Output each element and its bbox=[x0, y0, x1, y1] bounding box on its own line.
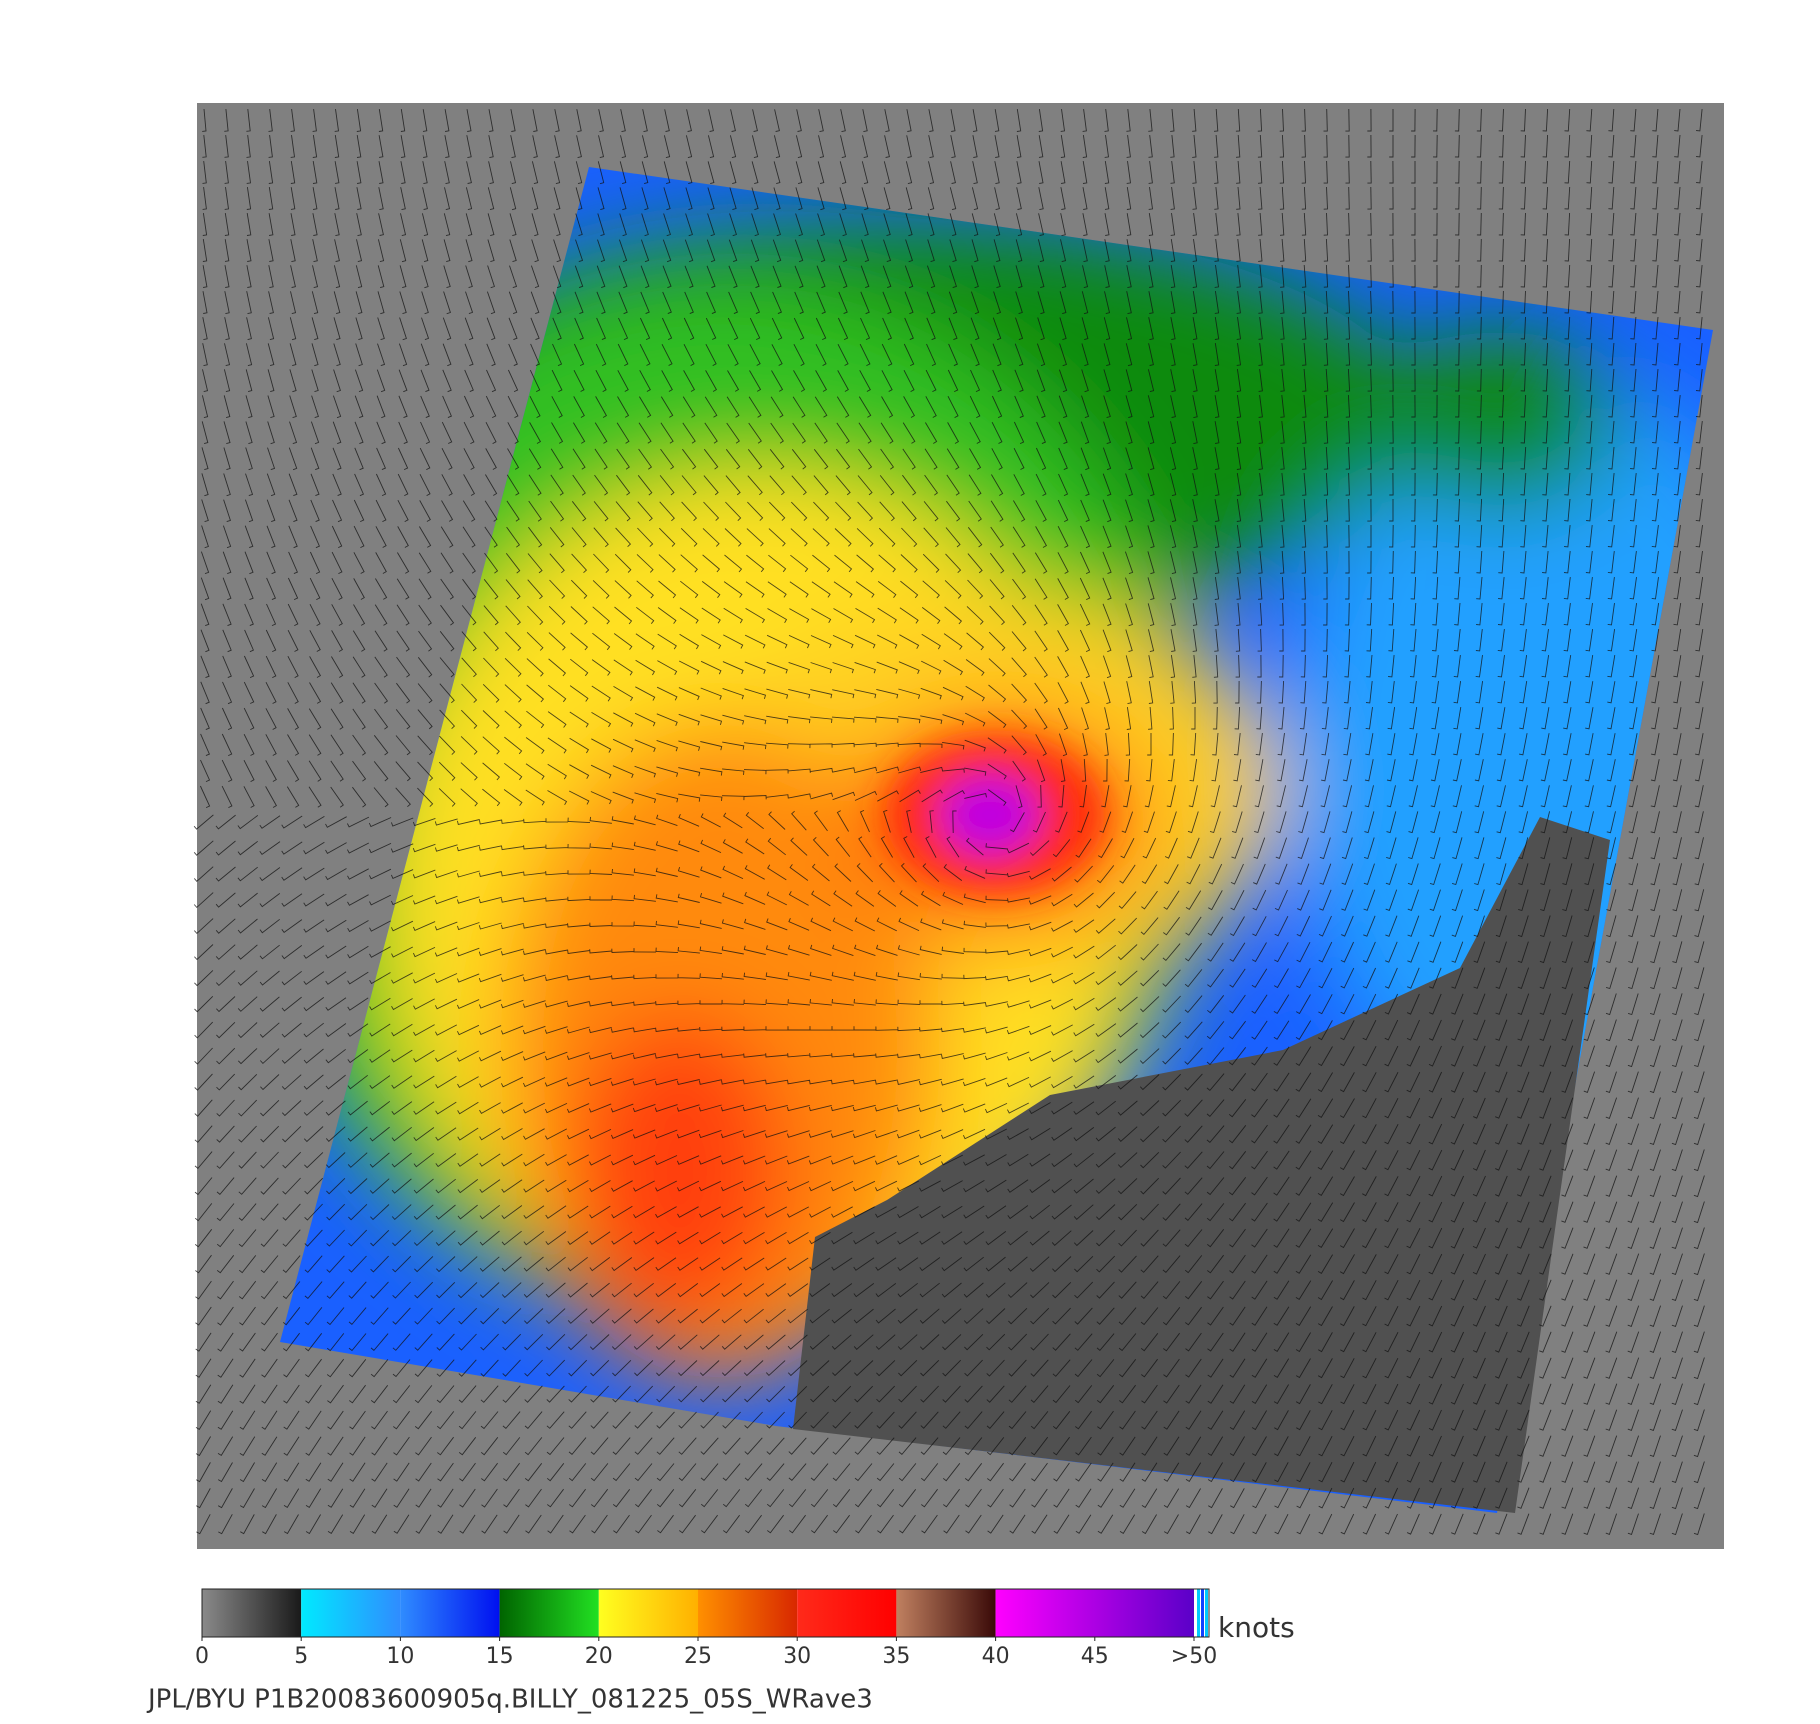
colorbar-tick-label: 25 bbox=[684, 1644, 712, 1669]
colorbar-tick-label: 5 bbox=[294, 1644, 308, 1669]
colorbar-overflow bbox=[1205, 1589, 1208, 1637]
colorbar-segment bbox=[202, 1589, 302, 1637]
colorbar-segment bbox=[400, 1589, 500, 1637]
colorbar-segment bbox=[995, 1589, 1194, 1637]
colorbar-segment bbox=[896, 1589, 996, 1637]
colorbar-segment bbox=[598, 1589, 698, 1637]
colorbar-tick-label: 35 bbox=[882, 1644, 910, 1669]
wind-barb-field bbox=[193, 108, 1705, 1536]
colorbar-tick-label: 20 bbox=[585, 1644, 613, 1669]
colorbar-tick-label: >50 bbox=[1171, 1644, 1217, 1669]
footer: JPL/BYU P1B20083600905q.BILLY_081225_05S… bbox=[146, 1685, 873, 1715]
colorbar-segment bbox=[301, 1589, 401, 1637]
wind-swath bbox=[280, 167, 1713, 1513]
colorbar-tick-label: 40 bbox=[982, 1644, 1010, 1669]
land bbox=[793, 817, 1610, 1513]
colorbar-overflow bbox=[1201, 1589, 1204, 1637]
colorbar-overflow bbox=[1197, 1589, 1200, 1637]
colorbar-tick-label: 10 bbox=[386, 1644, 414, 1669]
colorbar-tick-label: 15 bbox=[486, 1644, 514, 1669]
colorbar-segment bbox=[698, 1589, 798, 1637]
colorbar-tick-label: 30 bbox=[783, 1644, 811, 1669]
colorbar-frame bbox=[201, 1588, 1210, 1638]
colorbar-segment bbox=[797, 1589, 897, 1637]
colorbar-tick-label: 0 bbox=[195, 1644, 209, 1669]
colorbar-tick-label: 45 bbox=[1081, 1644, 1109, 1669]
wind-barbs bbox=[193, 108, 1705, 1536]
colorbar-segment bbox=[499, 1589, 599, 1637]
colorbar-unit: knots bbox=[1218, 1611, 1295, 1644]
